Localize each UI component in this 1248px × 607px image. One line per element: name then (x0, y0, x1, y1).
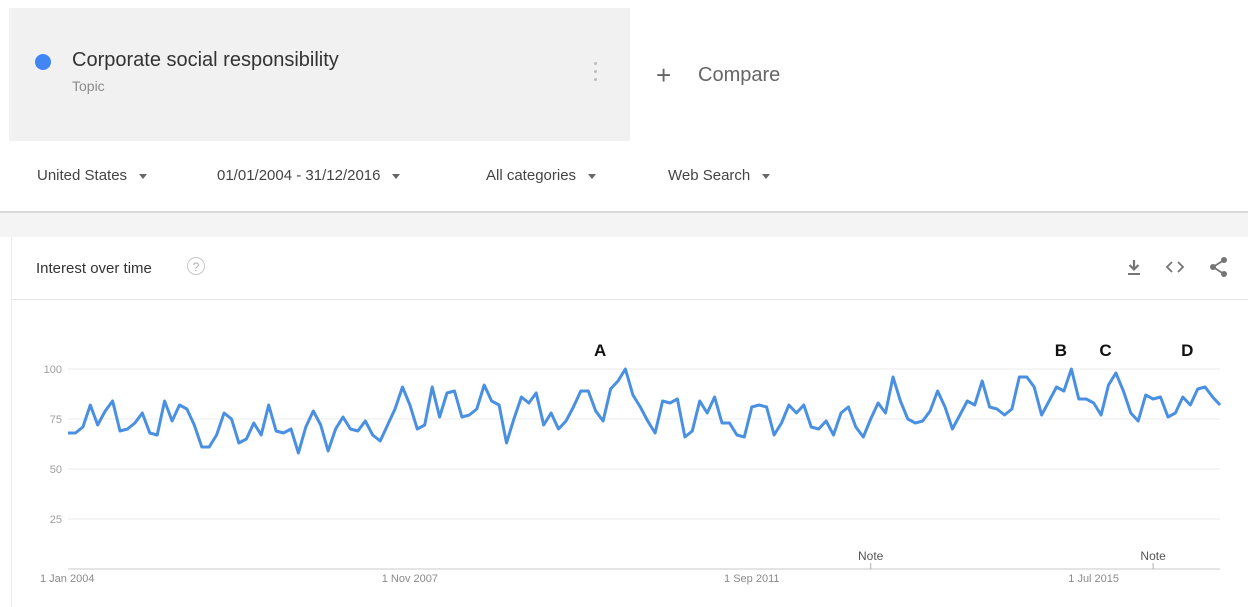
term-color-dot-icon (35, 54, 51, 70)
share-icon[interactable] (1208, 256, 1230, 278)
date-range-value: 01/01/2004 - 31/12/2016 (217, 167, 381, 184)
x-tick-label: 1 Jul 2015 (1068, 573, 1119, 585)
interest-over-time-card: Interest over time ? 25 50 75 100 1 Jan 200… (11, 237, 1248, 607)
chart-grid (68, 368, 1220, 520)
y-tick-label: 75 (50, 414, 62, 426)
term-header: Corporate social responsibility Topic + … (0, 0, 1248, 143)
category-value: All categories (486, 167, 577, 184)
embed-icon[interactable] (1164, 256, 1186, 278)
y-axis-ticks: 25 50 75 100 (44, 364, 62, 526)
series-line (68, 367, 1222, 455)
chevron-down-icon (139, 173, 148, 179)
chart-notes: Note Note (858, 549, 1166, 569)
chevron-down-icon (762, 173, 771, 179)
y-tick-label: 100 (44, 364, 62, 376)
interest-chart: 25 50 75 100 1 Jan 2004 1 Nov 2007 1 Sep 2011… (40, 341, 1222, 585)
date-range-dropdown[interactable]: 01/01/2004 - 31/12/2016 (217, 167, 401, 184)
y-tick-label: 25 (50, 514, 62, 526)
card-title: Interest over time (36, 260, 152, 277)
region-dropdown[interactable]: United States (37, 167, 148, 184)
plus-icon: + (656, 60, 672, 90)
search-term-card[interactable]: Corporate social responsibility Topic (9, 8, 630, 141)
chevron-down-icon (588, 173, 597, 179)
filter-bar: United States 01/01/2004 - 31/12/2016 Al… (0, 143, 1248, 213)
term-name: Corporate social responsibility (72, 49, 339, 71)
note-label[interactable]: Note (1140, 549, 1166, 563)
search-property-value: Web Search (668, 167, 751, 184)
annotation-label: B (1055, 341, 1067, 360)
compare-label: Compare (698, 64, 781, 86)
search-property-dropdown[interactable]: Web Search (668, 167, 771, 184)
note-label[interactable]: Note (858, 549, 884, 563)
vertical-dots-icon[interactable] (593, 62, 597, 82)
x-tick-label: 1 Nov 2007 (382, 573, 438, 585)
chart-annotations: A B C D (594, 341, 1193, 360)
x-tick-label: 1 Sep 2011 (724, 573, 779, 585)
help-icon[interactable]: ? (187, 257, 205, 275)
x-tick-label: 1 Jan 2004 (40, 573, 94, 585)
annotation-label: D (1181, 341, 1193, 360)
chevron-down-icon (392, 173, 401, 179)
category-dropdown[interactable]: All categories (486, 167, 597, 184)
term-type: Topic (72, 78, 105, 94)
card-header: Interest over time ? (12, 237, 1248, 300)
section-divider (0, 213, 1248, 237)
annotation-label: C (1099, 341, 1111, 360)
download-icon[interactable] (1123, 256, 1145, 278)
y-tick-label: 50 (50, 464, 62, 476)
x-axis-ticks: 1 Jan 2004 1 Nov 2007 1 Sep 2011 1 Jul 2015 (40, 573, 1119, 585)
annotation-label: A (594, 341, 606, 360)
region-value: United States (37, 167, 128, 184)
